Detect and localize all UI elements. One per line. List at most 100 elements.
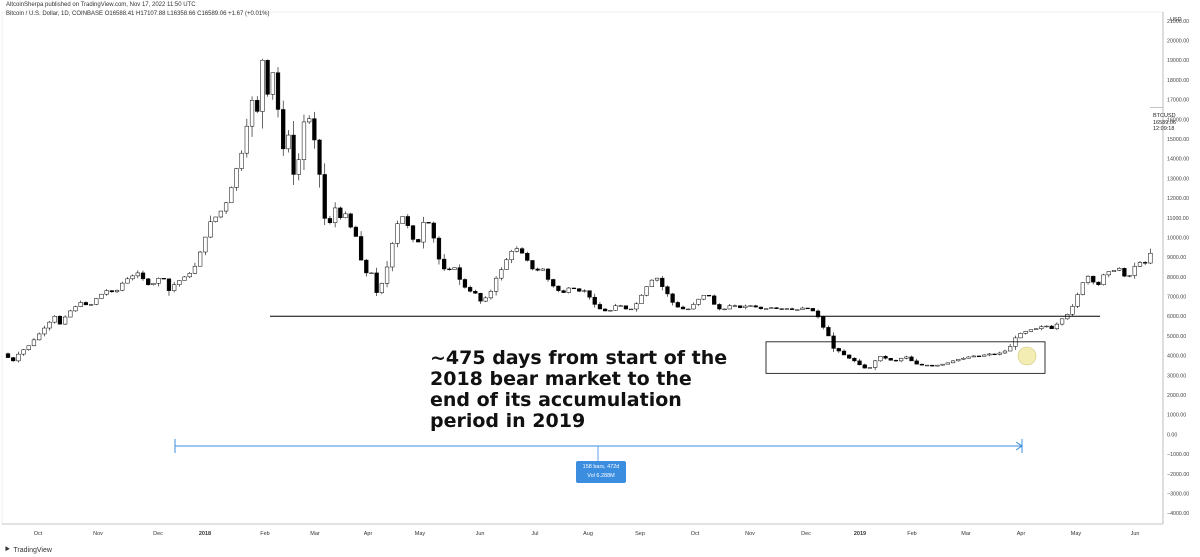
candle — [784, 308, 789, 310]
candle — [270, 72, 275, 95]
candle — [473, 291, 478, 294]
candle — [462, 279, 468, 288]
candle — [904, 356, 909, 359]
candle — [161, 278, 166, 280]
annotation-line: end of its accumulation — [430, 389, 682, 411]
currency-label: USD — [1170, 17, 1182, 23]
candle — [468, 287, 473, 292]
candle — [919, 363, 924, 366]
candle — [893, 359, 899, 362]
candle — [628, 308, 634, 311]
breakout-highlight — [1017, 346, 1037, 366]
candle — [748, 305, 753, 307]
candle — [218, 210, 224, 218]
tradingview-footer[interactable]: ⯈ TradingView — [4, 545, 52, 555]
y-tick-label: −4000.00 — [1167, 511, 1189, 517]
range-vol-text: Vol 6.288M — [587, 473, 615, 479]
candle — [239, 152, 244, 169]
candle — [1008, 346, 1013, 352]
y-tick-label: 3000.00 — [1167, 373, 1186, 379]
candle — [810, 308, 815, 312]
candle — [42, 327, 47, 335]
candle — [924, 364, 930, 367]
candle — [265, 59, 270, 95]
candle — [213, 216, 218, 222]
candle — [821, 316, 826, 328]
candle — [338, 207, 343, 219]
x-tick-label: Dec — [153, 531, 163, 537]
candle — [1075, 294, 1080, 307]
candle — [301, 121, 307, 160]
candle — [945, 362, 950, 365]
candle — [1023, 331, 1028, 334]
candle — [639, 294, 644, 305]
candle — [525, 252, 530, 261]
candle — [712, 295, 717, 305]
candle — [847, 354, 852, 359]
candle — [613, 305, 618, 311]
candle — [950, 360, 956, 364]
candle — [47, 321, 52, 329]
candle — [888, 357, 893, 361]
candle — [1137, 262, 1143, 267]
candle — [571, 287, 577, 290]
candle — [680, 306, 686, 310]
candle — [395, 223, 400, 244]
publisher-line: AltcoinSherpa published on TradingView.c… — [6, 2, 196, 8]
candle — [769, 307, 774, 309]
candle — [815, 310, 821, 318]
candle — [114, 289, 120, 293]
candle — [867, 367, 873, 369]
x-tick-label: May — [1071, 531, 1082, 537]
x-tick-label: Feb — [260, 531, 269, 537]
candle — [26, 345, 31, 350]
candle — [836, 348, 841, 352]
y-tick-label: 7000.00 — [1167, 295, 1186, 301]
candle — [582, 290, 587, 292]
price-tag-symbol: BTCUSD — [1153, 113, 1176, 119]
range-arrow-head — [1015, 441, 1023, 451]
y-tick-label: −1000.00 — [1167, 452, 1189, 458]
candle — [1054, 323, 1060, 329]
candle — [457, 267, 462, 280]
candle — [873, 360, 878, 368]
candle — [426, 222, 431, 224]
candle — [322, 174, 327, 219]
candle — [493, 277, 499, 292]
price-tag-time: 12:09:18 — [1153, 126, 1175, 132]
candle — [608, 310, 613, 312]
candle — [57, 315, 63, 325]
y-tick-label: 9000.00 — [1167, 255, 1186, 261]
candle — [753, 305, 758, 308]
candle — [192, 265, 198, 274]
candle — [540, 268, 545, 271]
candle — [545, 268, 551, 280]
candle — [556, 285, 561, 291]
candle — [83, 302, 89, 306]
candle — [312, 118, 317, 141]
candle — [109, 290, 114, 293]
symbol-ohlc-line: Bitcoin / U.S. Dollar, 1D, COINBASE O165… — [6, 11, 270, 17]
candle — [1091, 275, 1096, 283]
candle — [16, 353, 21, 362]
candle — [992, 353, 997, 356]
range-measure-label[interactable]: 158 bars, 472d Vol 6.288M — [576, 461, 626, 483]
annotation-text: ~475 days from start of the 2018 bear ma… — [430, 348, 727, 432]
x-tick-label: Nov — [93, 531, 103, 537]
y-tick-label: 11000.00 — [1167, 216, 1189, 222]
candle — [405, 216, 410, 226]
y-tick-label: 17000.00 — [1167, 98, 1189, 104]
candle — [1018, 333, 1023, 339]
y-tick-label: 16000.00 — [1167, 117, 1189, 123]
x-tick-label: Aug — [583, 531, 593, 537]
candle — [343, 213, 348, 219]
candle — [291, 134, 296, 175]
x-tick-label: Apr — [1017, 531, 1026, 537]
candle — [504, 259, 509, 270]
candle — [442, 258, 447, 270]
candle — [436, 237, 442, 260]
candle — [691, 304, 696, 310]
candle — [603, 308, 608, 312]
candle — [779, 308, 784, 310]
